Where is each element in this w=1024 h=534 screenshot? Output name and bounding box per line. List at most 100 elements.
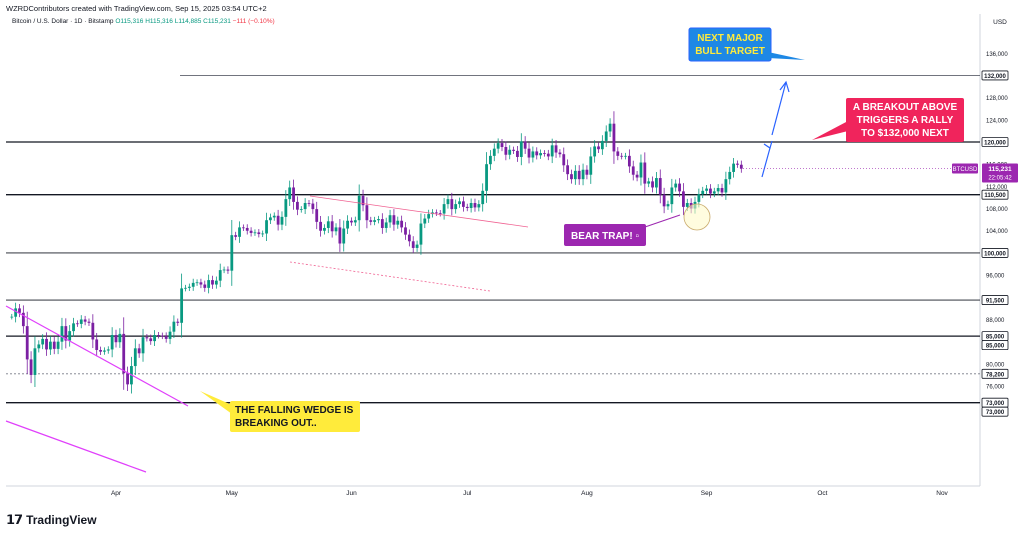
bear-trap-pointer (644, 214, 681, 228)
candle (477, 200, 481, 212)
candle (195, 279, 199, 286)
candle (670, 178, 674, 213)
candle-body (133, 348, 137, 367)
candle-body (230, 235, 234, 271)
candle-body (195, 282, 199, 284)
y-tick-label: 76,000 (986, 385, 1005, 391)
candle (546, 149, 550, 161)
candle (214, 276, 218, 289)
candle-body (550, 145, 554, 157)
candle-body (288, 187, 292, 200)
candle-body (620, 155, 624, 157)
target-box-pointer (768, 52, 805, 60)
candle (635, 170, 639, 182)
candle (288, 180, 292, 206)
candle-body (222, 269, 226, 271)
candle-body (25, 326, 29, 360)
candle-body (670, 187, 674, 205)
candle-body (701, 190, 705, 195)
tradingview-logo[interactable]: 𝟭𝟳 TradingView (6, 512, 97, 528)
y-tick-label: 136,000 (986, 52, 1008, 58)
candle (543, 150, 546, 157)
candle (48, 336, 52, 355)
candle-body (292, 187, 295, 202)
candle-body (500, 143, 504, 147)
candle-body (423, 218, 427, 224)
candle-body (716, 188, 720, 192)
candle-body (323, 227, 326, 231)
candle (527, 142, 531, 164)
candle-body (56, 341, 60, 349)
price-tag (982, 163, 1018, 183)
candle (516, 145, 519, 162)
candle-body (214, 280, 218, 285)
candle-body (114, 335, 118, 343)
candle (739, 160, 743, 173)
candle (384, 217, 388, 233)
candle (627, 149, 631, 173)
candle-body (249, 230, 253, 233)
candle-body (593, 146, 597, 157)
candle (454, 199, 458, 214)
candle (573, 165, 577, 185)
candle-body (226, 269, 230, 271)
candle (728, 166, 732, 185)
candle (180, 273, 184, 338)
wedge-pointer (200, 391, 232, 414)
falling-wedge (5, 305, 189, 473)
candle-body (257, 232, 261, 235)
candle (465, 203, 469, 212)
candle (720, 183, 724, 197)
candle-body (311, 203, 315, 210)
candle-body (469, 203, 473, 208)
candle-body (554, 145, 558, 153)
candle-body (68, 331, 72, 341)
level-label-box (981, 248, 1009, 258)
horizontal-levels (6, 75, 980, 404)
candle (172, 315, 176, 338)
candle (469, 198, 473, 213)
candle-body (319, 221, 322, 231)
candle (326, 216, 330, 234)
candle (658, 169, 662, 204)
symbol-legend[interactable]: Bitcoin / U.S. Dollar · 1D · Bitstamp O1… (12, 18, 275, 25)
candle (377, 215, 380, 224)
candle-body (523, 141, 527, 149)
current-price-label: BTCUSD 115,231 22:05:42 (740, 163, 1018, 183)
candle (593, 140, 597, 163)
level-label-text: 91,500 (986, 299, 1005, 305)
candle (705, 185, 708, 195)
candle-body (141, 337, 145, 354)
candle (427, 209, 431, 223)
candle (303, 198, 307, 215)
candle-body (276, 215, 280, 225)
candle-body (712, 191, 716, 194)
candle (655, 171, 658, 194)
candle-body (41, 338, 45, 345)
y-tick-label: 108,000 (986, 207, 1008, 213)
level-price-label: 78,200 (981, 368, 1009, 379)
candle-body (72, 323, 75, 332)
candle-body (211, 280, 214, 285)
candle-body (496, 143, 500, 149)
candle (203, 280, 207, 292)
target-box-text: NEXT MAJOR BULL TARGET (695, 33, 765, 57)
candle (222, 266, 226, 274)
candle (373, 216, 377, 226)
candle-body (685, 203, 689, 207)
candle-body (512, 149, 515, 151)
candle (662, 187, 666, 214)
candle (620, 152, 624, 160)
candle (581, 163, 585, 186)
candle (245, 224, 249, 235)
candle-body (357, 195, 361, 221)
candle (716, 184, 720, 196)
candle (137, 343, 141, 358)
candle (369, 216, 373, 226)
candle-body (585, 169, 589, 175)
candle (589, 147, 593, 184)
candle (41, 334, 45, 350)
candle-body (106, 349, 110, 351)
candle-body (95, 339, 99, 350)
